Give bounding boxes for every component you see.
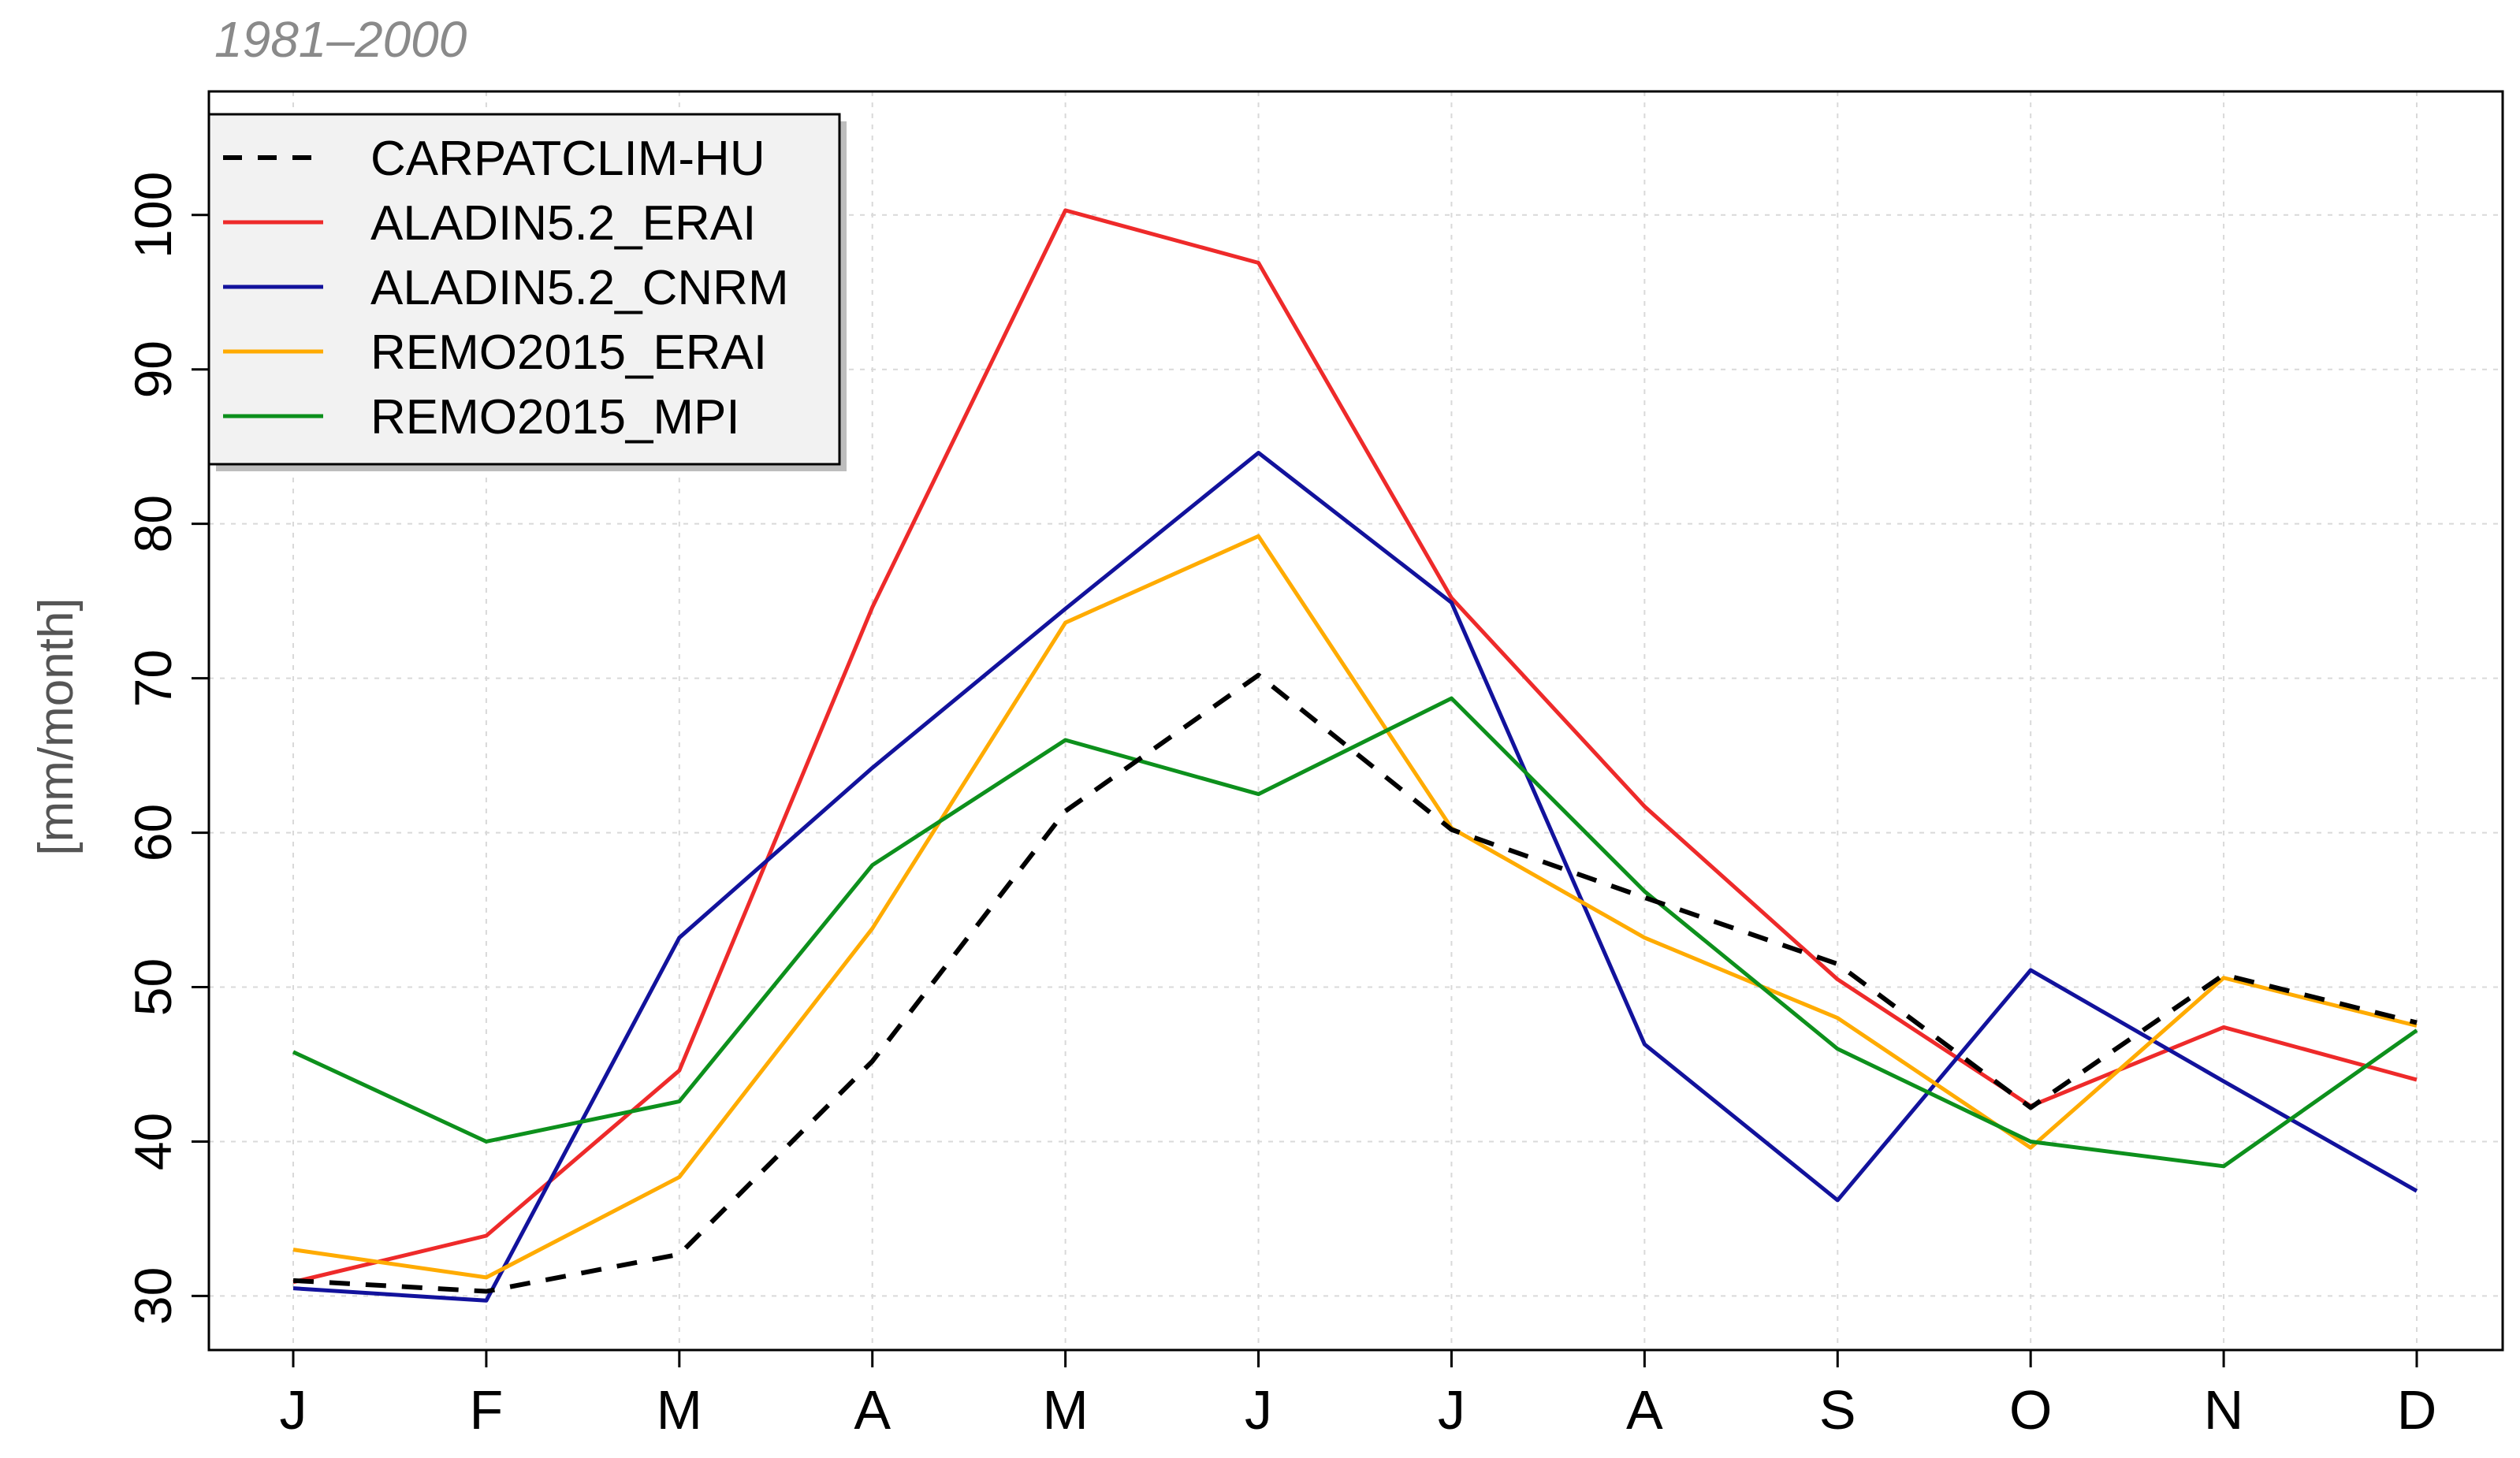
series-line-aladin5-2-cnrm (292, 451, 2418, 1303)
legend-label: REMO2015_ERAI (370, 325, 767, 380)
legend-box (207, 113, 841, 466)
y-tick-label: 80 (124, 495, 182, 552)
series-line-aladin5-2-erai (292, 208, 2418, 1285)
y-tick-label: 70 (124, 649, 182, 707)
x-tick-label: N (2204, 1379, 2244, 1441)
y-tick-label: 40 (124, 1113, 182, 1170)
series-lines (292, 208, 2418, 1303)
x-tick-label: D (2397, 1379, 2437, 1441)
x-tick-label: J (1245, 1379, 1272, 1441)
x-tick-label: J (280, 1379, 307, 1441)
x-tick-label: S (1819, 1379, 1856, 1441)
x-tick-label: J (1438, 1379, 1465, 1441)
x-tick-label: M (657, 1379, 702, 1441)
y-tick-label: 90 (124, 340, 182, 398)
legend-label: ALADIN5.2_CNRM (370, 261, 789, 315)
series-line-remo2015-mpi (292, 696, 2418, 1169)
y-tick-label: 50 (124, 958, 182, 1016)
y-axis-label: [mm/month] (29, 597, 84, 855)
legend-label: ALADIN5.2_ERAI (370, 196, 756, 251)
legend-label: REMO2015_MPI (370, 390, 740, 444)
chart-title: 1981–2000 (214, 11, 467, 68)
x-tick-label: F (470, 1379, 504, 1441)
y-tick-label: 30 (124, 1267, 182, 1325)
x-tick-label: A (1626, 1379, 1663, 1441)
legend-label: CARPATCLIM-HU (370, 132, 765, 186)
x-tick-label: O (2009, 1379, 2052, 1441)
y-tick-label: 60 (124, 804, 182, 861)
series-line-remo2015-erai (292, 534, 2418, 1280)
gridlines (209, 91, 2503, 1350)
y-axis: 30 40 50 60 70 80 90 100 (124, 172, 210, 1325)
x-tick-label: A (854, 1379, 891, 1441)
x-tick-label: M (1042, 1379, 1088, 1441)
y-tick-label: 100 (124, 172, 182, 258)
legend: CARPATCLIM-HU ALADIN5.2_ERAI ALADIN5.2_CNR… (207, 113, 847, 471)
series-line-carpatclim-hu (292, 672, 2418, 1294)
